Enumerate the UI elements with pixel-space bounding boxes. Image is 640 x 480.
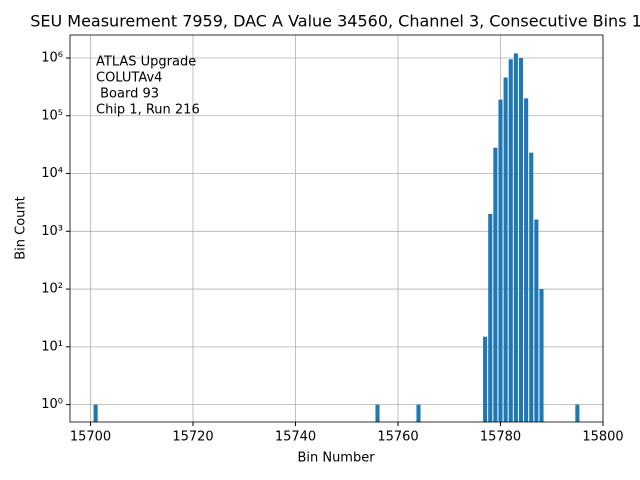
bar [575, 404, 580, 422]
bar [498, 99, 503, 422]
annotation-line: Board 93 [96, 87, 159, 102]
ticks: 15700 15720 15740 15760 15780 15800 10⁰ 10¹ 10² 1… [41, 50, 623, 444]
bar [483, 336, 488, 422]
bar [524, 98, 529, 422]
bar [534, 219, 539, 422]
x-axis-label: Bin Number [297, 451, 375, 466]
annotation-line: Chip 1, Run 216 [96, 103, 200, 118]
y-tick-label: 10⁰ [41, 397, 63, 412]
bar [518, 57, 524, 423]
bar [93, 404, 98, 422]
x-tick-label: 15740 [275, 430, 316, 445]
annotation-line: COLUTAv4 [96, 71, 162, 86]
y-tick-label: 10⁵ [41, 108, 63, 123]
x-tick-label: 15780 [480, 430, 521, 445]
bar [488, 213, 493, 422]
chart-title: SEU Measurement 7959, DAC A Value 34560,… [30, 12, 640, 31]
bar [503, 77, 508, 422]
bar [539, 289, 544, 422]
y-axis-label: Bin Count [14, 196, 29, 260]
bar [529, 152, 534, 422]
y-tick-label: 10³ [41, 224, 63, 239]
x-tick-label: 15700 [70, 430, 111, 445]
y-tick-label: 10⁴ [41, 166, 63, 181]
y-tick-label: 10² [41, 282, 63, 297]
y-tick-label: 10⁶ [41, 50, 63, 65]
bars [93, 53, 580, 423]
x-tick-label: 15720 [172, 430, 213, 445]
bar [513, 53, 518, 422]
bar [493, 147, 498, 422]
annotation-line: ATLAS Upgrade [96, 55, 196, 70]
x-tick-label: 15760 [377, 430, 418, 445]
x-tick-label: 15800 [582, 430, 623, 445]
bar [375, 404, 380, 422]
y-tick-label: 10¹ [41, 339, 63, 354]
axes-frame [69, 34, 604, 423]
bar [508, 59, 513, 422]
bar [416, 404, 421, 422]
